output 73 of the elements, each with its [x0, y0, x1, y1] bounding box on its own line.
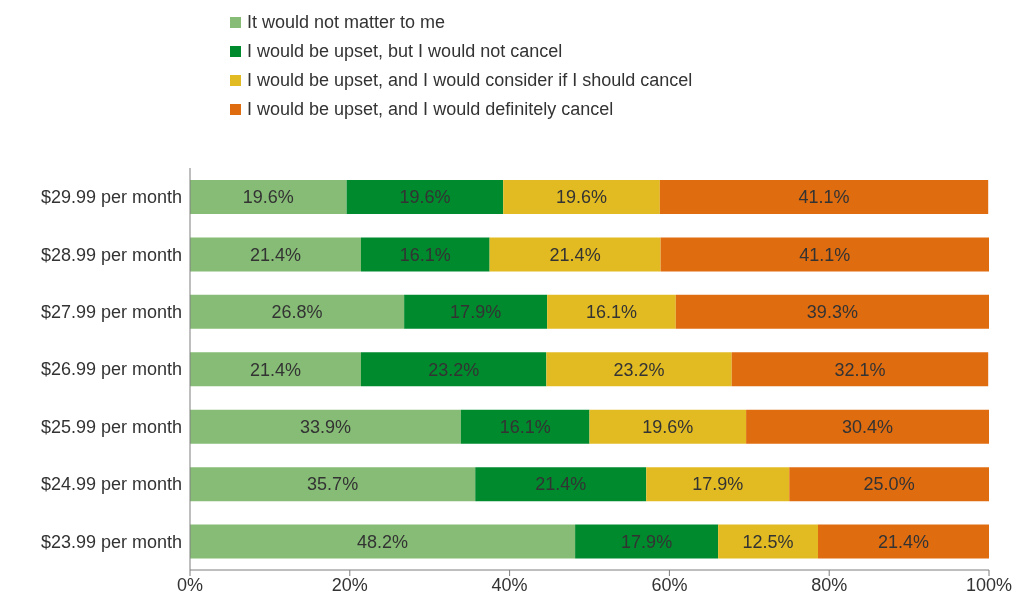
legend-label: I would be upset, and I would definitely cancel [247, 99, 614, 120]
data-label: 16.1% [499, 417, 551, 438]
bar [589, 409, 747, 444]
bar [746, 409, 989, 444]
bar [818, 524, 989, 559]
bar [659, 180, 989, 214]
bar [404, 294, 548, 329]
data-label: 17.9% [692, 474, 744, 495]
data-label: 21.4% [535, 474, 587, 495]
data-label: 39.3% [806, 302, 858, 323]
data-label: 32.1% [834, 359, 886, 380]
data-label: 25.0% [863, 474, 915, 495]
x-tick-label: 80% [811, 574, 848, 595]
data-label: 35.7% [307, 474, 359, 495]
y-tick-label: $24.99 per month [40, 474, 182, 495]
data-label: 19.6% [242, 187, 294, 208]
bar [190, 180, 347, 214]
bar [660, 237, 989, 272]
bar [360, 352, 547, 387]
y-tick-label: $28.99 per month [40, 244, 182, 265]
data-label: 19.6% [642, 417, 694, 438]
bar [489, 237, 661, 272]
bar [675, 294, 989, 329]
bar [190, 352, 361, 387]
bar [575, 524, 719, 559]
data-label: 23.2% [613, 359, 665, 380]
data-label: 21.4% [249, 359, 302, 380]
x-tick-label: 20% [331, 574, 368, 595]
bar [718, 524, 819, 559]
bar [646, 467, 790, 502]
data-label: 48.2% [357, 531, 409, 552]
y-tick-label: $23.99 per month [40, 531, 182, 552]
data-label: 23.2% [428, 359, 480, 380]
data-label: 19.6% [399, 187, 451, 208]
data-label: 16.1% [399, 244, 451, 265]
x-tick-label: 40% [491, 574, 528, 595]
data-label: 16.1% [585, 302, 637, 323]
y-tick-label: $29.99 per month [40, 187, 182, 208]
data-label: 17.9% [621, 531, 673, 552]
bar [503, 180, 660, 214]
bar [546, 352, 732, 387]
bar [547, 294, 676, 329]
data-label: 30.4% [842, 417, 894, 438]
y-tick-label: $25.99 per month [40, 416, 182, 437]
y-tick-label: $26.99 per month [40, 359, 182, 380]
data-label: 33.9% [299, 417, 351, 438]
data-label: 41.1% [799, 244, 851, 265]
bar [190, 409, 461, 444]
bar [190, 237, 361, 272]
bar [475, 467, 647, 502]
bar [789, 467, 989, 502]
x-tick-label: 60% [651, 574, 688, 595]
bar [190, 294, 405, 329]
x-tick-label: 0% [176, 574, 204, 595]
legend-label: I would be upset, and I would consider if I should cancel [247, 70, 693, 91]
data-label: 17.9% [450, 302, 502, 323]
data-label: 19.6% [555, 187, 608, 208]
legend-label: I would be upset, but I would not cancel [247, 41, 563, 62]
data-label: 21.4% [249, 244, 302, 265]
data-label: 41.1% [798, 187, 850, 208]
data-label: 21.4% [549, 244, 601, 265]
bar [360, 237, 490, 272]
data-label: 12.5% [742, 531, 794, 552]
data-label: 26.8% [271, 302, 323, 323]
bar [190, 467, 476, 502]
y-tick-label: $27.99 per month [40, 301, 182, 322]
bar [731, 352, 989, 387]
bar [460, 409, 590, 444]
bar [346, 180, 504, 214]
data-label: 21.4% [877, 531, 930, 552]
legend-label: It would not matter to me [247, 12, 446, 33]
bar [190, 524, 576, 559]
x-tick-label: 100% [965, 574, 1013, 595]
